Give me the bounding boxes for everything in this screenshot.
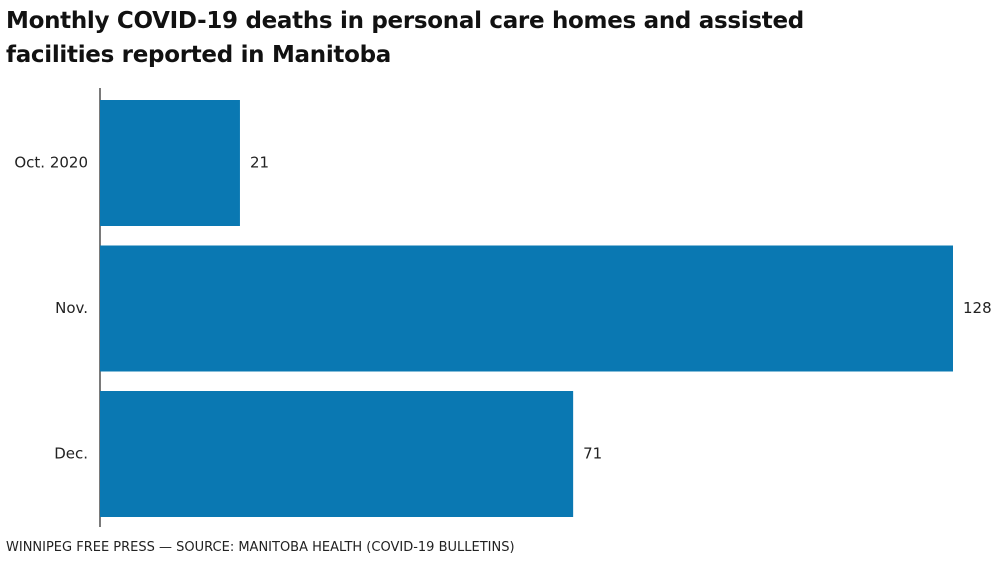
y-tick-label: Dec. (54, 445, 88, 463)
bar (100, 391, 574, 517)
bar (100, 100, 240, 226)
value-label: 128 (963, 299, 992, 317)
value-label: 71 (583, 445, 602, 463)
source-note: WINNIPEG FREE PRESS — SOURCE: MANITOBA H… (6, 540, 515, 555)
y-tick-label: Oct. 2020 (14, 154, 88, 172)
y-tick-label: Nov. (55, 299, 88, 317)
value-label: 21 (250, 154, 269, 172)
bar (100, 245, 953, 372)
chart-title: Monthly COVID-19 deaths in personal care… (6, 8, 804, 68)
